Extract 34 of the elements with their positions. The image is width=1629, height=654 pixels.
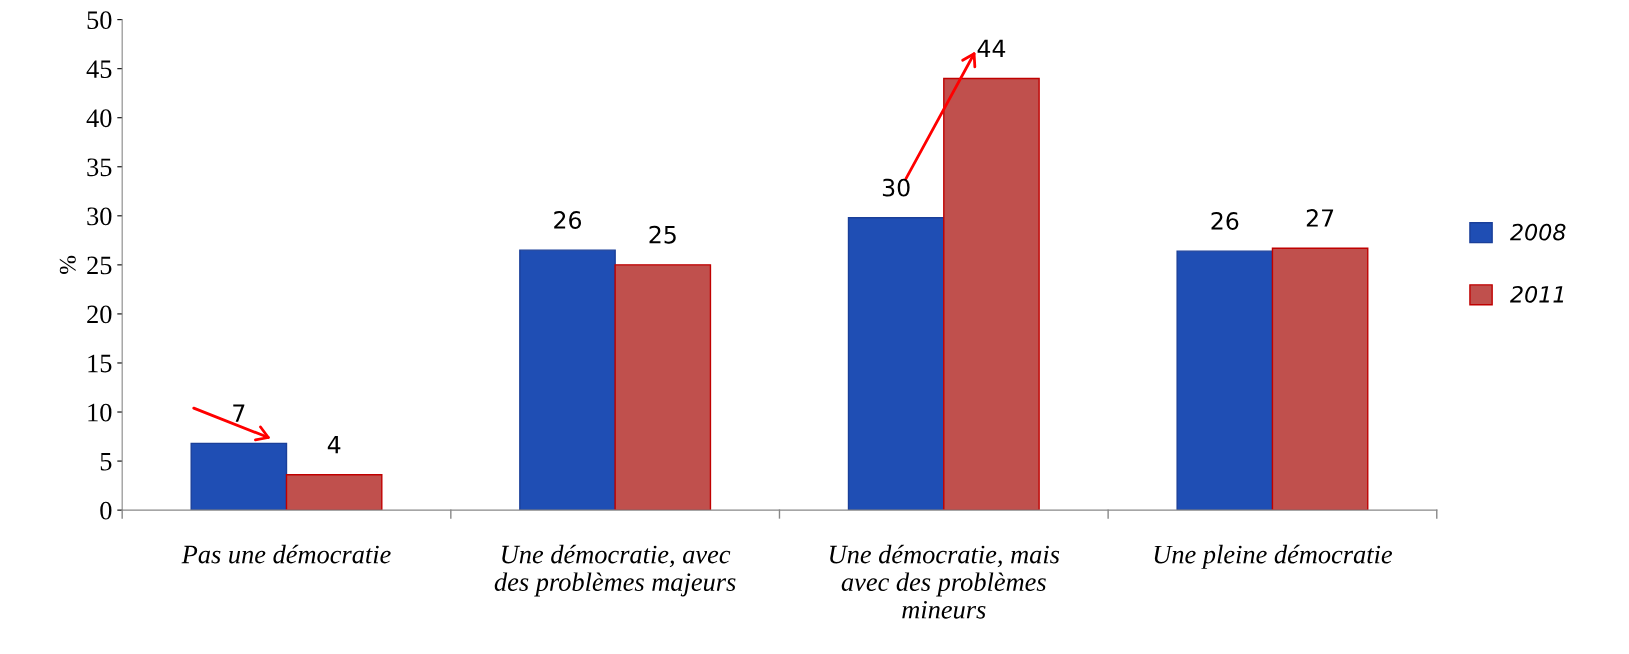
y-tick-label: 5 — [100, 452, 112, 471]
data-label: 26 — [554, 211, 582, 229]
bar — [847, 217, 945, 511]
bar — [285, 474, 383, 511]
x-tick-label: Pas une démocratie — [181, 544, 391, 564]
y-tick-label: 50 — [87, 11, 112, 30]
x-tick-label: Une pleine démocratie — [1154, 544, 1393, 569]
bar — [1271, 247, 1369, 511]
data-label: 44 — [977, 39, 1006, 57]
data-label: 25 — [649, 225, 676, 244]
y-tick-label: 25 — [87, 256, 112, 275]
data-label: 4 — [327, 436, 341, 454]
bar — [519, 249, 616, 511]
data-label: 7 — [233, 404, 245, 422]
y-tick-label: 15 — [88, 354, 112, 373]
data-label: 27 — [1306, 209, 1334, 227]
legend-label: 2008 — [1510, 223, 1566, 241]
data-label: 26 — [1211, 212, 1239, 230]
y-tick-label: 0 — [100, 501, 112, 520]
data-label: 30 — [882, 178, 910, 197]
x-tick-label: Une démocratie, avec des problèmes majeurs — [494, 544, 736, 597]
legend-label: 2011 — [1510, 285, 1564, 303]
y-tick-label: 35 — [87, 158, 112, 177]
bar — [614, 264, 712, 511]
bar — [943, 77, 1040, 511]
x-tick-label: Une démocratie, mais avec des problèmes mineurs — [830, 544, 1060, 619]
bar — [1176, 250, 1274, 511]
y-tick-label: 45 — [86, 60, 112, 79]
y-tick-label: 10 — [88, 403, 112, 422]
y-tick-label: 40 — [86, 109, 112, 128]
y-axis-title: % — [59, 255, 76, 274]
y-tick-label: 20 — [87, 305, 112, 324]
bar — [190, 442, 288, 511]
y-tick-label: 30 — [87, 207, 112, 226]
